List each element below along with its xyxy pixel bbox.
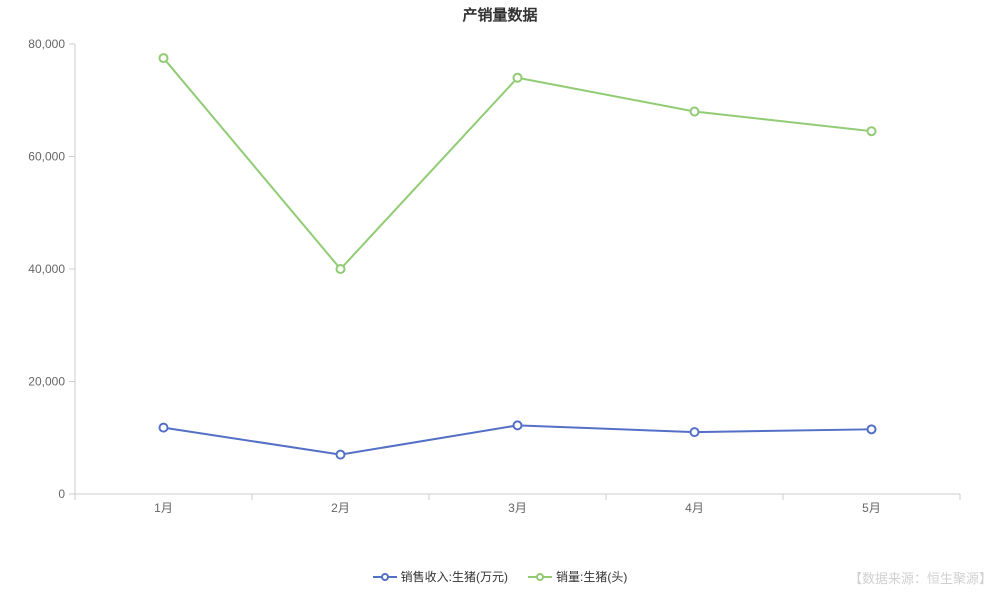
- series-marker-volume: [691, 108, 699, 116]
- legend-label: 销量:生猪(头): [556, 568, 627, 585]
- series-line-volume: [164, 58, 872, 269]
- series-marker-volume: [514, 74, 522, 82]
- legend-swatch-icon: [373, 571, 397, 583]
- series-marker-revenue: [691, 428, 699, 436]
- legend-swatch-icon: [528, 571, 552, 583]
- series-marker-volume: [160, 54, 168, 62]
- legend-item-revenue[interactable]: 销售收入:生猪(万元): [373, 568, 508, 585]
- y-tick-label: 20,000: [28, 375, 65, 389]
- y-tick-label: 40,000: [28, 262, 65, 276]
- legend-label: 销售收入:生猪(万元): [401, 568, 508, 585]
- plot-area: 020,00040,00060,00080,0001月2月3月4月5月: [75, 34, 980, 524]
- x-tick-label: 1月: [154, 501, 173, 515]
- series-marker-revenue: [160, 424, 168, 432]
- series-marker-volume: [337, 265, 345, 273]
- x-tick-label: 4月: [685, 501, 704, 515]
- series-marker-revenue: [514, 421, 522, 429]
- chart-title: 产销量数据: [0, 4, 1000, 25]
- y-tick-label: 80,000: [28, 37, 65, 51]
- series-marker-volume: [868, 127, 876, 135]
- series-marker-revenue: [337, 451, 345, 459]
- x-tick-label: 5月: [862, 501, 881, 515]
- x-tick-label: 2月: [331, 501, 350, 515]
- legend-item-volume[interactable]: 销量:生猪(头): [528, 568, 627, 585]
- line-chart: 产销量数据 0 20,000 40,000 60,000 80,000 1月 2月 3月 4月 5…: [0, 0, 1000, 600]
- y-tick-label: 0: [58, 487, 65, 501]
- series-marker-revenue: [868, 425, 876, 433]
- source-note: 【数据来源：恒生聚源】: [849, 568, 992, 587]
- x-tick-label: 3月: [508, 501, 527, 515]
- y-tick-label: 60,000: [28, 150, 65, 164]
